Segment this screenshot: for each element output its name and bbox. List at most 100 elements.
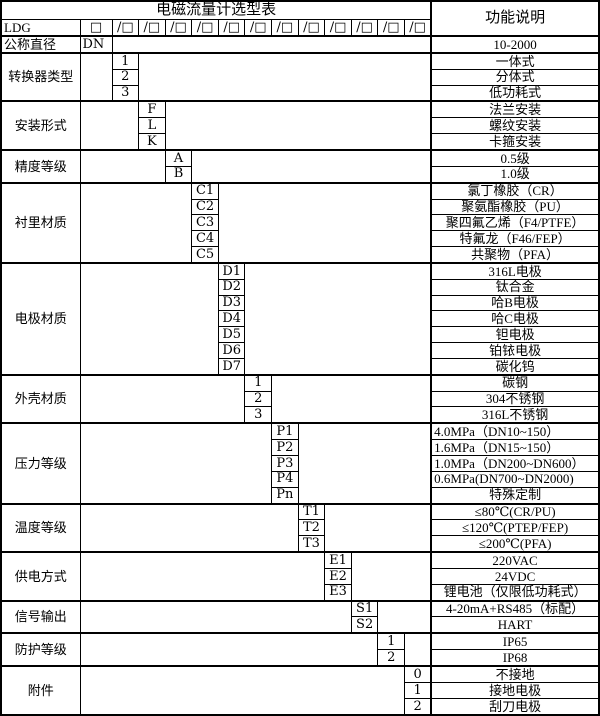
desc-cell: 聚氨酯橡胶（PU） bbox=[430, 198, 600, 216]
code-cell: D5 bbox=[217, 326, 246, 344]
desc-cell: 氯丁橡胶（CR） bbox=[430, 181, 600, 200]
desc-cell: HART bbox=[430, 616, 600, 634]
model-slot: /□ bbox=[164, 19, 193, 37]
desc-cell: ≤200℃(PFA) bbox=[430, 535, 600, 553]
code-cell: T2 bbox=[297, 519, 326, 537]
code-cell: C3 bbox=[191, 214, 219, 232]
desc-cell: 低功耗式 bbox=[430, 84, 600, 102]
code-cell: 2 bbox=[404, 697, 432, 716]
model-slot: /□ bbox=[191, 19, 219, 37]
code-cell: D1 bbox=[217, 261, 246, 280]
empty-cell bbox=[244, 261, 432, 376]
desc-cell: IP65 bbox=[430, 632, 600, 651]
section-label-signal-output: 信号输出 bbox=[0, 599, 81, 634]
section-label-housing-material: 外壳材质 bbox=[0, 373, 81, 424]
empty-cell bbox=[79, 100, 140, 151]
desc-cell: 4.0MPa（DN10~150） bbox=[430, 422, 600, 441]
empty-cell bbox=[79, 51, 113, 102]
code-cell: 3 bbox=[111, 84, 140, 102]
empty-cell bbox=[79, 551, 326, 602]
code-cell: D2 bbox=[217, 278, 246, 296]
empty-cell bbox=[271, 373, 432, 424]
model-slot: /□ bbox=[377, 19, 406, 37]
model-slot: /□ bbox=[404, 19, 432, 37]
desc-cell: 304不锈钢 bbox=[430, 390, 600, 408]
desc-cell: 碳化钨 bbox=[430, 357, 600, 376]
desc-cell: 哈B电极 bbox=[430, 294, 600, 312]
desc-cell: 共聚物（PFA） bbox=[430, 246, 600, 264]
code-cell: 2 bbox=[377, 649, 406, 667]
section-label-power-supply: 供电方式 bbox=[0, 551, 81, 602]
empty-cell bbox=[79, 599, 352, 634]
desc-cell: 刮刀电极 bbox=[430, 697, 600, 716]
code-cell: DN bbox=[79, 35, 113, 54]
desc-cell: IP68 bbox=[430, 649, 600, 667]
model-slot: /□ bbox=[271, 19, 299, 37]
code-cell: 3 bbox=[244, 406, 273, 424]
empty-cell bbox=[79, 665, 406, 716]
desc-cell: 0.5级 bbox=[430, 148, 600, 167]
code-cell: 1 bbox=[404, 681, 432, 699]
empty-cell bbox=[79, 261, 219, 376]
empty-cell bbox=[377, 599, 432, 634]
code-cell: C4 bbox=[191, 230, 219, 248]
empty-cell bbox=[191, 149, 432, 184]
code-cell: K bbox=[138, 133, 166, 151]
empty-cell bbox=[79, 149, 166, 184]
code-cell: C2 bbox=[191, 198, 219, 216]
desc-cell: 4-20mA+RS485（标配） bbox=[430, 599, 600, 618]
section-label-lining-material: 衬里材质 bbox=[0, 181, 81, 264]
model-prefix: LDG bbox=[0, 19, 81, 37]
model-slot: /□ bbox=[324, 19, 352, 37]
desc-cell: 分体式 bbox=[430, 68, 600, 86]
section-label-converter-type: 转换器类型 bbox=[0, 51, 81, 102]
section-label-temperature-grade: 温度等级 bbox=[0, 502, 81, 553]
page-title: 电磁流量计选型表 bbox=[0, 0, 432, 21]
code-cell: 0 bbox=[404, 665, 432, 683]
desc-cell: 220VAC bbox=[430, 551, 600, 569]
section-label-nominal-diameter: 公称直径 bbox=[0, 35, 81, 54]
empty-cell bbox=[79, 422, 273, 505]
empty-cell bbox=[404, 632, 432, 667]
model-slot: /□ bbox=[297, 19, 326, 37]
code-cell: E1 bbox=[324, 551, 352, 569]
desc-cell: 法兰安装 bbox=[430, 100, 600, 119]
code-cell: F bbox=[138, 100, 166, 119]
code-cell: E2 bbox=[324, 567, 352, 585]
code-cell: T3 bbox=[297, 535, 326, 553]
code-cell: 1 bbox=[377, 632, 406, 651]
model-slot: /□ bbox=[138, 19, 166, 37]
desc-cell: 聚四氟乙烯（F4/PTFE） bbox=[430, 214, 600, 232]
code-cell: S1 bbox=[350, 599, 379, 618]
empty-cell bbox=[350, 551, 432, 602]
model-slot: /□ bbox=[350, 19, 379, 37]
section-label-electrode-material: 电极材质 bbox=[0, 261, 81, 376]
code-cell: D3 bbox=[217, 294, 246, 312]
code-cell: P2 bbox=[271, 439, 299, 457]
code-cell: D7 bbox=[217, 357, 246, 376]
empty-cell bbox=[164, 100, 432, 151]
code-cell: D6 bbox=[217, 342, 246, 359]
desc-cell: 316L不锈钢 bbox=[430, 406, 600, 424]
desc-cell: 卡箍安装 bbox=[430, 133, 600, 151]
desc-cell: 不接地 bbox=[430, 665, 600, 683]
desc-cell: 一体式 bbox=[430, 51, 600, 70]
desc-cell: ≤80℃(CR/PU) bbox=[430, 502, 600, 521]
desc-cell: 螺纹安装 bbox=[430, 117, 600, 135]
code-cell: 1 bbox=[111, 51, 140, 70]
desc-cell: 钽电极 bbox=[430, 326, 600, 344]
empty-cell bbox=[297, 422, 432, 505]
empty-cell bbox=[79, 502, 299, 553]
code-cell: Pn bbox=[271, 486, 299, 505]
code-cell: E3 bbox=[324, 583, 352, 602]
model-slot: /□ bbox=[244, 19, 273, 37]
code-cell: 1 bbox=[244, 373, 273, 392]
empty-cell bbox=[111, 35, 432, 54]
section-label-pressure-grade: 压力等级 bbox=[0, 422, 81, 505]
model-slot: /□ bbox=[111, 19, 140, 37]
desc-cell: 哈C电极 bbox=[430, 310, 600, 328]
desc-cell: 316L电极 bbox=[430, 261, 600, 280]
section-label-accuracy-grade: 精度等级 bbox=[0, 149, 81, 184]
empty-cell bbox=[79, 181, 193, 264]
